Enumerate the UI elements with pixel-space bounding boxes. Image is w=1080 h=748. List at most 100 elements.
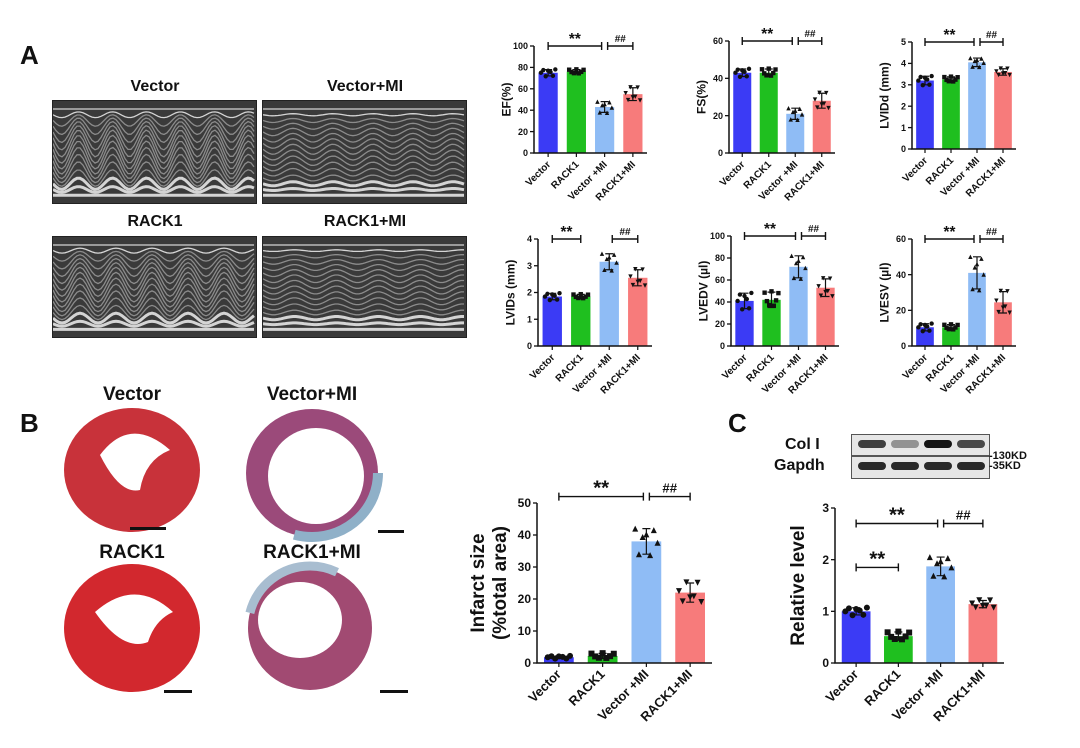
data-point xyxy=(918,74,923,80)
data-point xyxy=(927,328,932,333)
data-point xyxy=(794,260,799,266)
data-point xyxy=(642,283,648,288)
data-point xyxy=(548,69,553,75)
data-point xyxy=(793,108,798,113)
y-axis-label: LVEDV (µl) xyxy=(697,261,711,322)
echo-wall-trace xyxy=(263,254,464,259)
data-point xyxy=(817,90,822,95)
bar-rack1-mi xyxy=(816,287,835,346)
y-tick-label: 2 xyxy=(901,101,906,111)
y-tick-label: 3 xyxy=(822,501,829,515)
data-point xyxy=(818,293,824,298)
echo-wall-trace xyxy=(53,114,255,127)
data-point xyxy=(595,654,602,661)
blot-label-gapdh: Gapdh xyxy=(774,457,825,474)
data-point xyxy=(650,527,657,534)
bar-rack1 xyxy=(571,296,591,346)
data-point xyxy=(744,296,749,302)
data-point xyxy=(687,594,694,601)
marker-130kd: -130KD xyxy=(989,450,1027,462)
data-point xyxy=(735,67,740,72)
echo-wall-trace xyxy=(53,117,255,136)
data-point xyxy=(946,326,951,332)
data-point xyxy=(635,551,642,558)
echo-wall-trace xyxy=(263,122,465,130)
echo-wall-trace xyxy=(53,271,255,298)
y-tick-label: 60 xyxy=(713,36,723,46)
data-point xyxy=(637,278,643,284)
m-mode-trace xyxy=(263,108,465,197)
y-tick-label: 100 xyxy=(710,231,725,241)
data-point xyxy=(609,105,615,110)
data-point xyxy=(860,611,867,618)
blot-band xyxy=(957,462,985,470)
echo-wall-trace xyxy=(263,297,464,306)
data-point xyxy=(823,289,828,295)
data-point xyxy=(983,602,990,609)
blot-band xyxy=(924,440,952,448)
y-tick-label: 40 xyxy=(518,528,532,542)
data-point xyxy=(735,298,740,304)
echo-wall-trace xyxy=(263,143,465,155)
data-point xyxy=(934,560,941,567)
echo-wall-trace xyxy=(53,266,255,291)
data-point xyxy=(545,291,550,297)
data-point xyxy=(788,117,793,122)
echo-wall-trace xyxy=(53,247,255,254)
data-point xyxy=(604,256,610,262)
y-axis-label: (%total area) xyxy=(490,526,511,640)
y-tick-label: 60 xyxy=(715,275,725,285)
data-point xyxy=(602,101,607,107)
data-point xyxy=(611,252,617,257)
data-point xyxy=(1003,304,1008,309)
data-point xyxy=(675,588,682,595)
echo-wall-trace xyxy=(263,258,464,265)
significance-bracket xyxy=(979,38,1004,46)
y-tick-label: 40 xyxy=(896,270,906,280)
data-point xyxy=(541,67,546,73)
histology-label-vector: Vector xyxy=(102,384,162,405)
data-point xyxy=(916,78,921,83)
y-tick-label: 20 xyxy=(518,592,532,606)
y-tick-label: 2 xyxy=(822,553,829,567)
significance-bracket xyxy=(743,232,797,240)
data-point xyxy=(599,251,605,256)
data-point xyxy=(996,72,1001,78)
data-point xyxy=(796,258,801,263)
data-point xyxy=(749,290,754,296)
data-point xyxy=(1005,289,1010,294)
blot-band xyxy=(858,462,886,470)
data-point xyxy=(955,75,960,80)
significance-label: ** xyxy=(944,27,956,44)
echo-wall-trace xyxy=(53,140,255,170)
y-tick-label: 1 xyxy=(822,605,829,619)
echo-wall-trace xyxy=(53,277,255,303)
y-axis-label: Relative level xyxy=(788,525,809,645)
data-point xyxy=(994,69,999,74)
m-mode-trace xyxy=(53,108,255,197)
data-point xyxy=(970,64,975,69)
data-point xyxy=(614,260,619,265)
data-point xyxy=(647,552,654,559)
panel-label-b: B xyxy=(20,408,39,438)
data-point xyxy=(920,82,925,88)
data-point xyxy=(944,555,951,562)
y-tick-label: 0 xyxy=(524,656,531,670)
echo-wall-trace xyxy=(263,161,465,172)
data-point xyxy=(771,70,776,76)
y-tick-label: 10 xyxy=(518,624,532,638)
significance-label: ** xyxy=(869,548,885,570)
data-point xyxy=(766,66,771,71)
bar-vector xyxy=(542,296,562,346)
data-point xyxy=(799,112,805,117)
data-point xyxy=(637,98,643,103)
data-point xyxy=(998,288,1003,294)
data-point xyxy=(607,100,612,105)
echo-wall-trace xyxy=(263,249,464,253)
data-point xyxy=(979,256,984,261)
data-point xyxy=(550,73,556,79)
bar-rack1-mi xyxy=(628,277,648,346)
